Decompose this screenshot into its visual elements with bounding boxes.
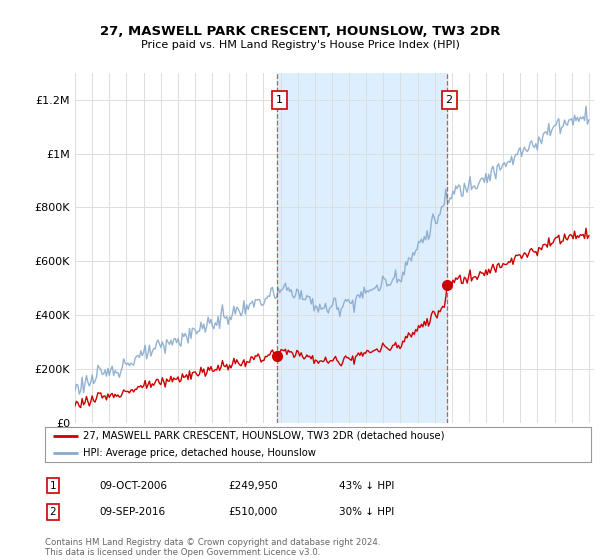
- Text: £249,950: £249,950: [228, 480, 278, 491]
- Text: 2: 2: [49, 507, 56, 517]
- Text: 27, MASWELL PARK CRESCENT, HOUNSLOW, TW3 2DR: 27, MASWELL PARK CRESCENT, HOUNSLOW, TW3…: [100, 25, 500, 38]
- Bar: [277, 73, 446, 423]
- Text: 30% ↓ HPI: 30% ↓ HPI: [339, 507, 394, 517]
- Text: 43% ↓ HPI: 43% ↓ HPI: [339, 480, 394, 491]
- Text: 27, MASWELL PARK CRESCENT, HOUNSLOW, TW3 2DR (detached house): 27, MASWELL PARK CRESCENT, HOUNSLOW, TW3…: [83, 431, 445, 441]
- Text: 2: 2: [446, 95, 452, 105]
- Text: HPI: Average price, detached house, Hounslow: HPI: Average price, detached house, Houn…: [83, 448, 316, 458]
- Text: £510,000: £510,000: [228, 507, 277, 517]
- Text: 1: 1: [275, 95, 283, 105]
- Text: Price paid vs. HM Land Registry's House Price Index (HPI): Price paid vs. HM Land Registry's House …: [140, 40, 460, 50]
- Text: 09-OCT-2006: 09-OCT-2006: [99, 480, 167, 491]
- Text: 09-SEP-2016: 09-SEP-2016: [99, 507, 165, 517]
- Text: 1: 1: [49, 480, 56, 491]
- Text: Contains HM Land Registry data © Crown copyright and database right 2024.
This d: Contains HM Land Registry data © Crown c…: [45, 538, 380, 557]
